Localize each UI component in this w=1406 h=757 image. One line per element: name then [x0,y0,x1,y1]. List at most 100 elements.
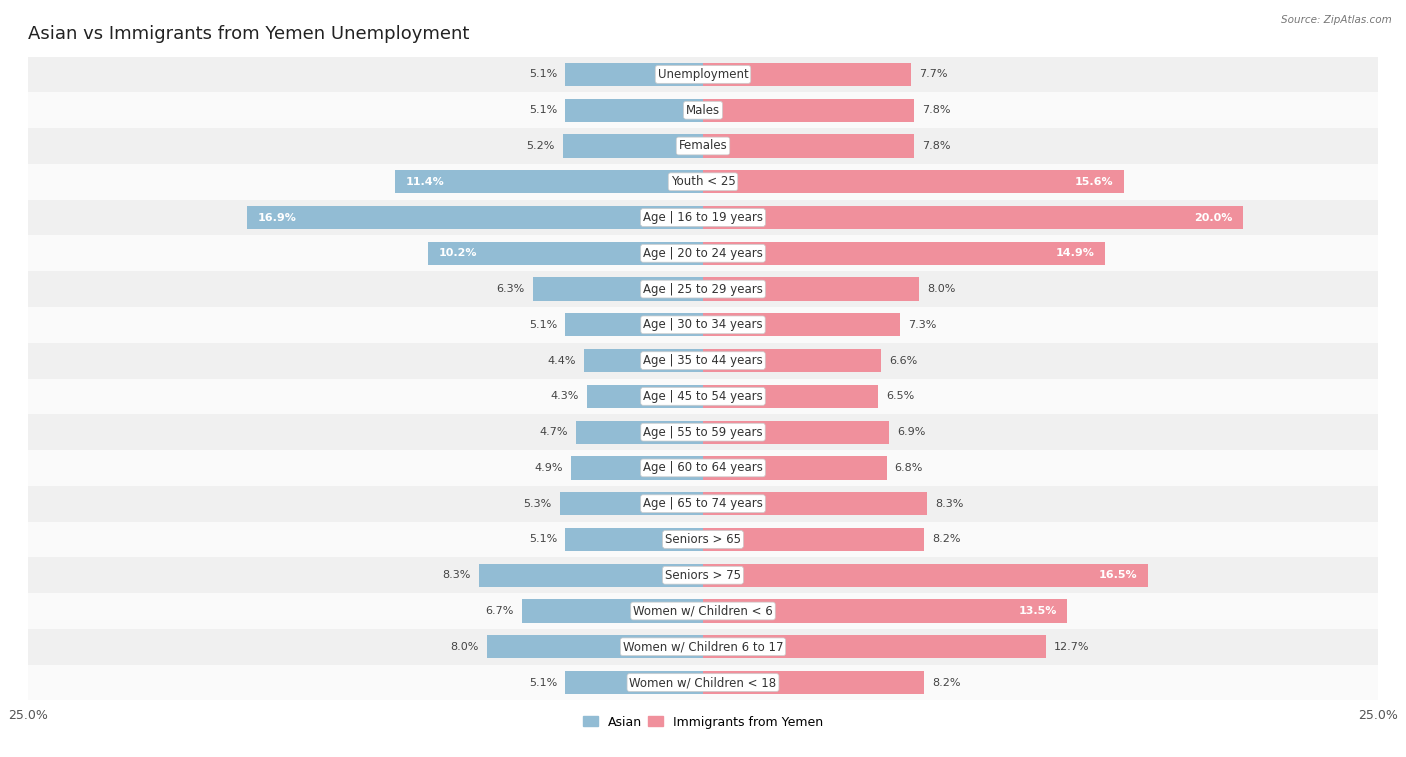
Text: 5.1%: 5.1% [529,320,557,330]
Text: Age | 20 to 24 years: Age | 20 to 24 years [643,247,763,260]
Text: 7.8%: 7.8% [922,141,950,151]
Bar [703,313,900,336]
Text: Age | 16 to 19 years: Age | 16 to 19 years [643,211,763,224]
Bar [28,235,1378,271]
Bar [703,385,879,408]
Bar [565,63,703,86]
Text: 12.7%: 12.7% [1054,642,1090,652]
Text: 16.5%: 16.5% [1099,570,1137,580]
Bar [703,456,887,479]
Text: 6.9%: 6.9% [897,427,925,437]
Text: 6.6%: 6.6% [889,356,918,366]
Text: Males: Males [686,104,720,117]
Bar [585,349,703,372]
Text: Age | 55 to 59 years: Age | 55 to 59 years [643,425,763,438]
Text: 8.3%: 8.3% [443,570,471,580]
Bar [703,492,927,516]
Text: 5.3%: 5.3% [523,499,551,509]
Text: 8.0%: 8.0% [450,642,479,652]
Bar [28,414,1378,450]
Bar [703,135,914,157]
Bar [565,671,703,694]
Bar [565,313,703,336]
Bar [703,528,924,551]
Text: 6.3%: 6.3% [496,284,524,294]
Bar [565,528,703,551]
Bar [703,63,911,86]
Text: 4.4%: 4.4% [547,356,576,366]
Text: Source: ZipAtlas.com: Source: ZipAtlas.com [1281,15,1392,25]
Bar [703,600,1067,622]
Text: 10.2%: 10.2% [439,248,477,258]
Bar [28,343,1378,378]
Legend: Asian, Immigrants from Yemen: Asian, Immigrants from Yemen [578,711,828,734]
Bar [586,385,703,408]
Text: Age | 60 to 64 years: Age | 60 to 64 years [643,462,763,475]
Bar [703,564,1149,587]
Bar [703,241,1105,265]
Text: 7.3%: 7.3% [908,320,936,330]
Text: 6.5%: 6.5% [887,391,915,401]
Text: 13.5%: 13.5% [1018,606,1057,616]
Bar [247,206,703,229]
Bar [28,92,1378,128]
Text: 14.9%: 14.9% [1056,248,1094,258]
Text: 5.1%: 5.1% [529,105,557,115]
Text: 4.7%: 4.7% [540,427,568,437]
Text: 15.6%: 15.6% [1074,177,1114,187]
Bar [28,665,1378,700]
Text: Unemployment: Unemployment [658,68,748,81]
Text: Women w/ Children < 6: Women w/ Children < 6 [633,605,773,618]
Text: 20.0%: 20.0% [1194,213,1232,223]
Bar [703,635,1046,659]
Bar [703,671,924,694]
Bar [28,200,1378,235]
Bar [703,98,914,122]
Bar [28,271,1378,307]
Bar [571,456,703,479]
Text: 7.7%: 7.7% [920,70,948,79]
Text: 4.3%: 4.3% [550,391,579,401]
Text: 6.7%: 6.7% [485,606,515,616]
Bar [703,349,882,372]
Bar [28,307,1378,343]
Bar [28,164,1378,200]
Text: 8.2%: 8.2% [932,534,960,544]
Text: Seniors > 75: Seniors > 75 [665,569,741,581]
Bar [28,522,1378,557]
Bar [28,593,1378,629]
Text: 8.3%: 8.3% [935,499,963,509]
Bar [28,557,1378,593]
Text: Youth < 25: Youth < 25 [671,176,735,188]
Bar [395,170,703,193]
Text: 5.2%: 5.2% [526,141,554,151]
Text: 6.8%: 6.8% [894,463,924,473]
Bar [486,635,703,659]
Text: Age | 35 to 44 years: Age | 35 to 44 years [643,354,763,367]
Bar [703,421,889,444]
Text: 16.9%: 16.9% [257,213,297,223]
Text: Age | 25 to 29 years: Age | 25 to 29 years [643,282,763,295]
Bar [533,278,703,301]
Text: Women w/ Children < 18: Women w/ Children < 18 [630,676,776,689]
Text: 5.1%: 5.1% [529,678,557,687]
Bar [560,492,703,516]
Bar [522,600,703,622]
Bar [576,421,703,444]
Text: Age | 65 to 74 years: Age | 65 to 74 years [643,497,763,510]
Text: Females: Females [679,139,727,152]
Text: Women w/ Children 6 to 17: Women w/ Children 6 to 17 [623,640,783,653]
Text: 5.1%: 5.1% [529,70,557,79]
Text: 8.0%: 8.0% [927,284,956,294]
Text: Asian vs Immigrants from Yemen Unemployment: Asian vs Immigrants from Yemen Unemploym… [28,25,470,43]
Bar [28,128,1378,164]
Text: Seniors > 65: Seniors > 65 [665,533,741,546]
Bar [703,206,1243,229]
Bar [28,57,1378,92]
Text: 4.9%: 4.9% [534,463,562,473]
Text: 7.8%: 7.8% [922,105,950,115]
Bar [28,486,1378,522]
Bar [427,241,703,265]
Bar [479,564,703,587]
Bar [562,135,703,157]
